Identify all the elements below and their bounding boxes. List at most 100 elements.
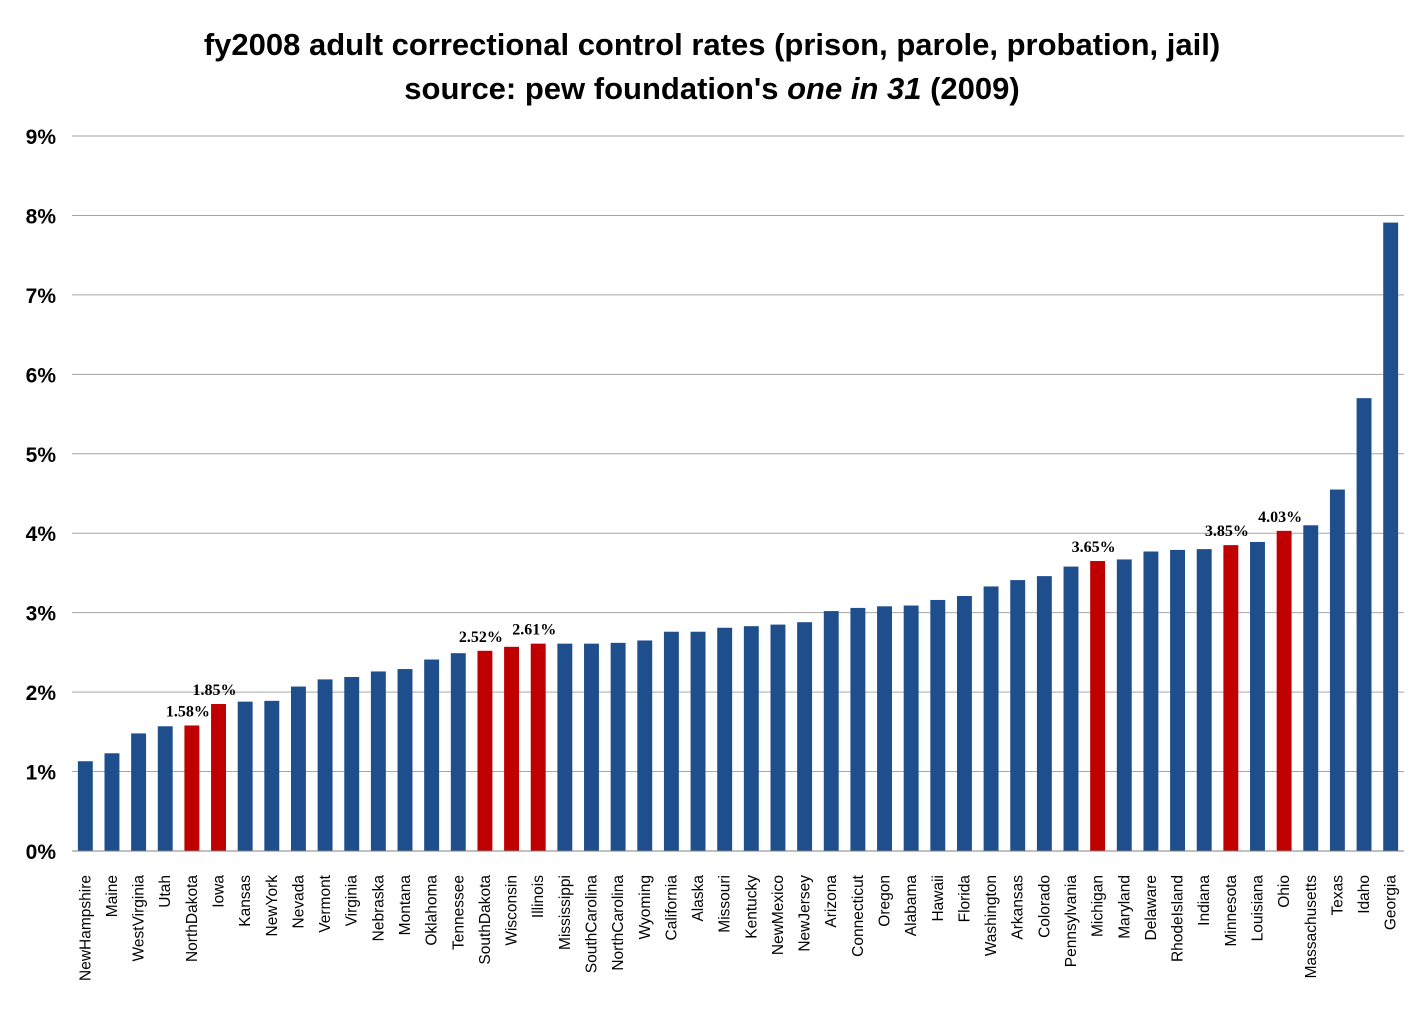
bar-texas (1329, 489, 1345, 851)
bar-wyoming (637, 640, 653, 851)
bar-northdakota (184, 725, 200, 851)
bar-tennessee (450, 653, 466, 851)
bar-connecticut (850, 607, 866, 851)
bar-iowa (211, 704, 226, 851)
bar-newjersey (797, 622, 813, 851)
y-tick-label: 8% (26, 205, 57, 228)
bar-delaware (1143, 551, 1159, 851)
x-tick-label: Nebraska (370, 875, 387, 942)
x-tick-label: RhodeIsland (1170, 875, 1187, 962)
y-tick-label: 3% (26, 603, 57, 626)
bar-maine (104, 753, 120, 851)
bar-indiana (1196, 549, 1212, 851)
x-tick-label: Nevada (290, 875, 307, 929)
bar-michigan (1090, 561, 1106, 851)
bar-idaho (1356, 398, 1372, 851)
chart-subtitle: source: pew foundation's one in 31 (2009… (404, 71, 1019, 106)
bar-utah (157, 726, 173, 851)
y-tick-label: 0% (26, 841, 57, 864)
x-tick-label: Washington (983, 875, 1000, 956)
data-labels: 1.58% 1.85% 2.52% 2.61% 3.65% 3.85% 4.03% (166, 509, 1302, 721)
x-tick-label: Arizona (823, 875, 840, 928)
x-tick-label: NewYork (264, 875, 281, 937)
bar-georgia (1383, 222, 1399, 851)
x-tick-label: Kansas (237, 875, 254, 927)
bar-rhodeisland (1170, 549, 1186, 851)
bar-minnesota (1223, 545, 1239, 851)
bar-nevada (290, 686, 306, 851)
bar-montana (397, 669, 413, 851)
x-tick-label: Ohio (1276, 875, 1293, 908)
x-tick-label: SouthCarolina (583, 875, 600, 974)
x-tick-label: Michigan (1090, 875, 1107, 937)
bar-arkansas (1010, 580, 1026, 851)
y-tick-label: 9% (26, 126, 57, 149)
bar-california (663, 631, 679, 851)
bar-florida (956, 595, 972, 851)
y-axis-ticks: 0% 1% 2% 3% 4% 5% 6% 7% 8% 9% (26, 126, 57, 864)
data-label: 2.52% (459, 629, 503, 646)
x-tick-label: California (663, 875, 680, 941)
x-tick-label: Maine (104, 875, 121, 917)
x-axis-ticks: NewHampshire Maine WestVirginia Utah NorthDa… (77, 874, 1399, 981)
bar-colorado (1036, 576, 1052, 851)
data-label: 1.85% (193, 682, 237, 699)
bar-kansas (237, 701, 253, 851)
bar-louisiana (1250, 541, 1265, 851)
bar-nebraska (370, 671, 386, 851)
bar-hawaii (930, 599, 946, 851)
x-tick-label: Connecticut (850, 874, 867, 957)
x-tick-label: NorthDakota (184, 875, 201, 962)
x-tick-label: NewHampshire (77, 875, 94, 981)
data-label: 3.65% (1072, 539, 1116, 556)
x-tick-label: Utah (157, 875, 174, 908)
y-tick-label: 7% (26, 285, 57, 308)
y-tick-label: 1% (26, 762, 57, 785)
x-tick-label: Louisiana (1249, 875, 1266, 942)
x-tick-label: Vermont (317, 874, 334, 932)
bar-ohio (1276, 530, 1292, 851)
x-tick-label: Oregon (877, 875, 894, 927)
bar-newyork (264, 700, 280, 851)
subtitle-prefix: source: pew foundation's (404, 71, 787, 106)
x-tick-label: Maryland (1116, 875, 1133, 939)
x-tick-label: Wisconsin (504, 875, 521, 946)
data-label: 1.58% (166, 703, 210, 720)
bar-massachusetts (1303, 525, 1319, 851)
x-tick-label: NewMexico (770, 875, 787, 955)
bar-maryland (1116, 559, 1132, 851)
bar-kentucky (743, 626, 759, 851)
bar-arizona (823, 611, 839, 851)
data-label: 4.03% (1258, 509, 1302, 526)
y-tick-label: 2% (26, 682, 57, 705)
bar-northcarolina (610, 642, 626, 851)
bar-wisconsin (504, 646, 520, 851)
x-tick-label: Massachusetts (1303, 875, 1320, 979)
bar-illinois (530, 643, 546, 851)
x-tick-label: Wyoming (637, 875, 654, 939)
x-tick-label: Idaho (1356, 875, 1373, 914)
x-tick-label: Hawaii (930, 875, 947, 922)
bar-alaska (690, 631, 706, 851)
y-tick-label: 4% (26, 523, 57, 546)
x-tick-label: Pennsylvania (1063, 875, 1080, 968)
x-tick-label: Georgia (1383, 875, 1400, 931)
x-tick-label: Mississippi (557, 875, 574, 950)
x-tick-label: Texas (1329, 875, 1346, 916)
x-tick-label: Oklahoma (424, 875, 441, 946)
data-label: 3.85% (1205, 523, 1249, 540)
subtitle-italic: one in 31 (787, 71, 921, 106)
bar-missouri (717, 627, 733, 851)
chart-title: fy2008 adult correctional control rates … (204, 27, 1220, 62)
data-label: 2.61% (512, 622, 556, 639)
x-tick-label: Florida (956, 875, 973, 923)
bar-oregon (877, 606, 892, 851)
bar-newmexico (770, 624, 786, 851)
bar-alabama (903, 605, 919, 851)
x-tick-label: Colorado (1036, 875, 1053, 938)
x-tick-label: Indiana (1196, 875, 1213, 926)
x-tick-label: Kentucky (743, 875, 760, 939)
x-tick-label: Delaware (1143, 875, 1160, 940)
subtitle-suffix: (2009) (921, 71, 1019, 106)
x-tick-label: Minnesota (1223, 875, 1240, 947)
